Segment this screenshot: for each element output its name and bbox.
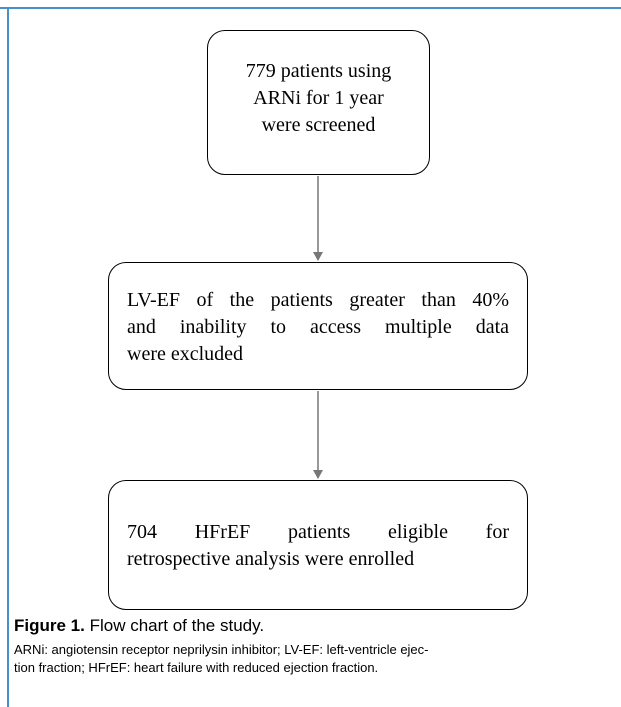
box-text: were screened xyxy=(261,114,376,136)
box-text: 704 HFrEF patients eligible for xyxy=(127,521,509,543)
caption-note: ARNi: angiotensin receptor neprilysin in… xyxy=(14,641,614,677)
flow-box: LV-EF of the patients greater than 40% a… xyxy=(108,262,528,390)
caption-label: Figure 1. xyxy=(14,616,85,635)
box-text: and inability to access multiple data xyxy=(127,316,509,338)
box-text: ARNi for 1 year xyxy=(253,87,384,109)
frame-border xyxy=(0,7,621,9)
flow-box: 704 HFrEF patients eligible for retrospe… xyxy=(108,480,528,610)
frame-border xyxy=(7,7,9,707)
figure-caption: Figure 1. Flow chart of the study. ARNi:… xyxy=(14,615,614,677)
flow-box: 779 patients using ARNi for 1 year were … xyxy=(207,30,430,175)
caption-heading: Figure 1. Flow chart of the study. xyxy=(14,615,614,637)
box-text: 779 patients using xyxy=(245,60,392,82)
box-text: LV-EF of the patients greater than 40% xyxy=(127,289,509,311)
caption-title: Flow chart of the study. xyxy=(89,616,265,635)
caption-note-line: tion fraction; HFrEF: heart failure with… xyxy=(14,660,379,675)
box-text: were excluded xyxy=(127,343,244,365)
caption-note-line: ARNi: angiotensin receptor neprilysin in… xyxy=(14,642,429,657)
box-text: retrospective analysis were enrolled xyxy=(127,548,415,570)
